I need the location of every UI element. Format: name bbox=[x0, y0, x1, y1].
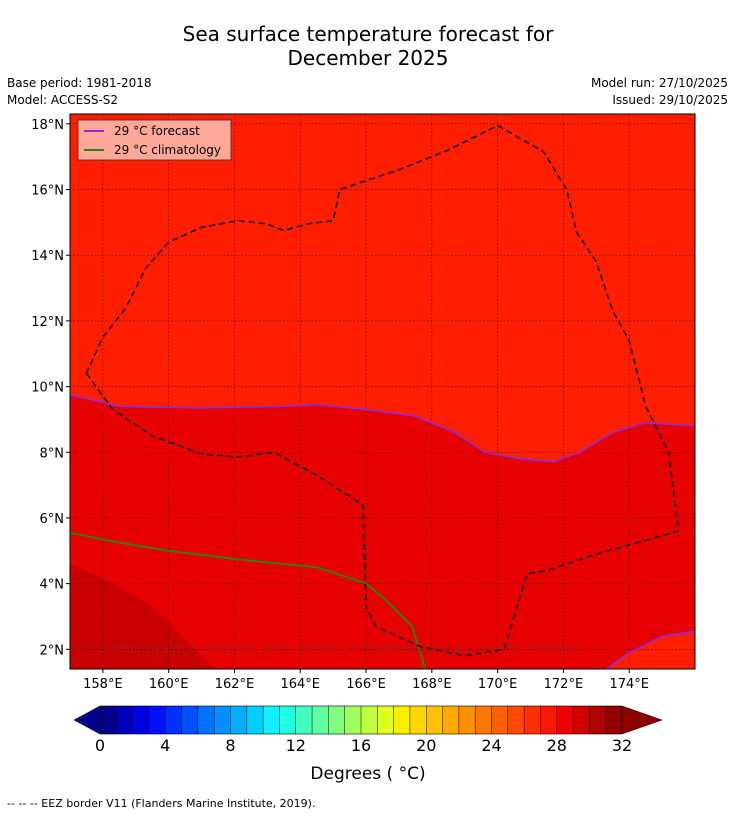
colorbar-swatch bbox=[148, 706, 166, 734]
colorbar-tick-label: 0 bbox=[95, 736, 105, 755]
colorbar-under-triangle bbox=[73, 705, 101, 735]
y-tick-label: 18°N bbox=[31, 118, 64, 133]
colorbar-frame bbox=[99, 705, 623, 735]
colorbar-swatch bbox=[295, 706, 313, 734]
model-name: Model: ACCESS-S2 bbox=[7, 93, 119, 107]
climatology-29c-line bbox=[70, 531, 427, 669]
y-tick-label: 8°N bbox=[40, 446, 65, 461]
colorbar-swatch bbox=[507, 706, 525, 734]
colorbar-swatch bbox=[540, 706, 558, 734]
colorbar-swatch bbox=[230, 706, 248, 734]
legend-forecast-label: 29 °C forecast bbox=[114, 124, 200, 138]
colorbar-swatch bbox=[409, 706, 427, 734]
colorbar-swatch bbox=[426, 706, 443, 734]
colorbar-tick-label: 28 bbox=[547, 736, 567, 755]
legend-climatology-label: 29 °C climatology bbox=[114, 143, 221, 157]
x-tick-label: 160°E bbox=[149, 677, 189, 692]
colorbar-swatch bbox=[475, 706, 492, 734]
colorbar-tick-label: 16 bbox=[351, 736, 371, 755]
title-line-2: December 2025 bbox=[287, 46, 449, 70]
issued-date: Issued: 29/10/2025 bbox=[612, 93, 728, 107]
y-tick-label: 4°N bbox=[40, 578, 65, 593]
colorbar-swatch bbox=[393, 706, 411, 734]
x-tick-label: 158°E bbox=[83, 677, 123, 692]
forecast-29c-line-south bbox=[605, 630, 695, 669]
colorbar-swatch bbox=[132, 706, 150, 734]
colorbar-tick-label: 8 bbox=[225, 736, 235, 755]
eez-footnote: -- -- -- EEZ border V11 (Flanders Marine… bbox=[7, 797, 316, 810]
colorbar-swatch bbox=[100, 706, 117, 734]
colorbar-swatch bbox=[458, 706, 476, 734]
colorbar-swatch bbox=[491, 706, 509, 734]
colorbar-swatch bbox=[312, 706, 329, 734]
plot-frame bbox=[69, 113, 696, 670]
colorbar-swatch bbox=[246, 706, 264, 734]
colorbar-swatch bbox=[181, 706, 199, 734]
colorbar-swatch bbox=[197, 706, 215, 734]
y-tick-label: 2°N bbox=[40, 643, 65, 658]
x-tick-label: 166°E bbox=[346, 677, 386, 692]
colorbar-swatch bbox=[344, 706, 362, 734]
forecast-29c-line bbox=[70, 394, 695, 463]
colorbar-swatch bbox=[556, 706, 574, 734]
x-tick-label: 164°E bbox=[280, 677, 320, 692]
colorbar-swatch bbox=[361, 706, 378, 734]
x-tick-label: 174°E bbox=[609, 677, 649, 692]
eez-border bbox=[85, 124, 680, 657]
x-tick-label: 170°E bbox=[478, 677, 518, 692]
y-tick-label: 6°N bbox=[40, 512, 65, 527]
model-run: Model run: 27/10/2025 bbox=[590, 76, 728, 90]
legend-box bbox=[77, 119, 232, 161]
y-tick-label: 16°N bbox=[31, 184, 64, 199]
colorbar-swatch bbox=[263, 706, 280, 734]
colorbar-swatch bbox=[377, 706, 394, 734]
colorbar-swatch bbox=[573, 706, 590, 734]
chart-legend: 29 °C forecast 29 °C climatology bbox=[77, 119, 232, 161]
copyright-watermark: © Commonwealth of Australia 2025, Bureau… bbox=[75, 642, 580, 656]
colorbar-label: Degrees ( °C) bbox=[310, 764, 426, 784]
colorbar-swatch bbox=[442, 706, 460, 734]
colorbar-swatch bbox=[328, 706, 345, 734]
base-period: Base period: 1981-2018 bbox=[7, 76, 152, 90]
y-tick-label: 14°N bbox=[31, 249, 64, 264]
colorbar: 0 4 8 12 16 20 24 28 32 bbox=[73, 705, 663, 755]
sst-map-chart: © Commonwealth of Australia 2025, Bureau… bbox=[31, 113, 696, 755]
x-tick-label: 162°E bbox=[215, 677, 255, 692]
x-tick-label: 168°E bbox=[412, 677, 452, 692]
y-tick-label: 10°N bbox=[31, 381, 64, 396]
colorbar-swatch bbox=[116, 706, 133, 734]
colorbar-tick-label: 4 bbox=[160, 736, 170, 755]
colorbar-swatch bbox=[605, 706, 623, 734]
colorbar-tick-label: 24 bbox=[481, 736, 501, 755]
colorbar-swatch bbox=[279, 706, 297, 734]
y-tick-label: 12°N bbox=[31, 315, 64, 330]
chart-title: Sea surface temperature forecast for Dec… bbox=[0, 22, 736, 70]
colorbar-tick-label: 12 bbox=[286, 736, 306, 755]
colorbar-swatch bbox=[589, 706, 606, 734]
colorbar-tick-label: 32 bbox=[612, 736, 632, 755]
colorbar-over-triangle bbox=[621, 705, 663, 735]
colorbar-swatch bbox=[524, 706, 541, 734]
colorbar-swatch bbox=[165, 706, 182, 734]
x-tick-label: 172°E bbox=[544, 677, 584, 692]
colorbar-swatch bbox=[214, 706, 231, 734]
colorbar-tick-label: 20 bbox=[416, 736, 436, 755]
title-line-1: Sea surface temperature forecast for bbox=[182, 22, 554, 46]
